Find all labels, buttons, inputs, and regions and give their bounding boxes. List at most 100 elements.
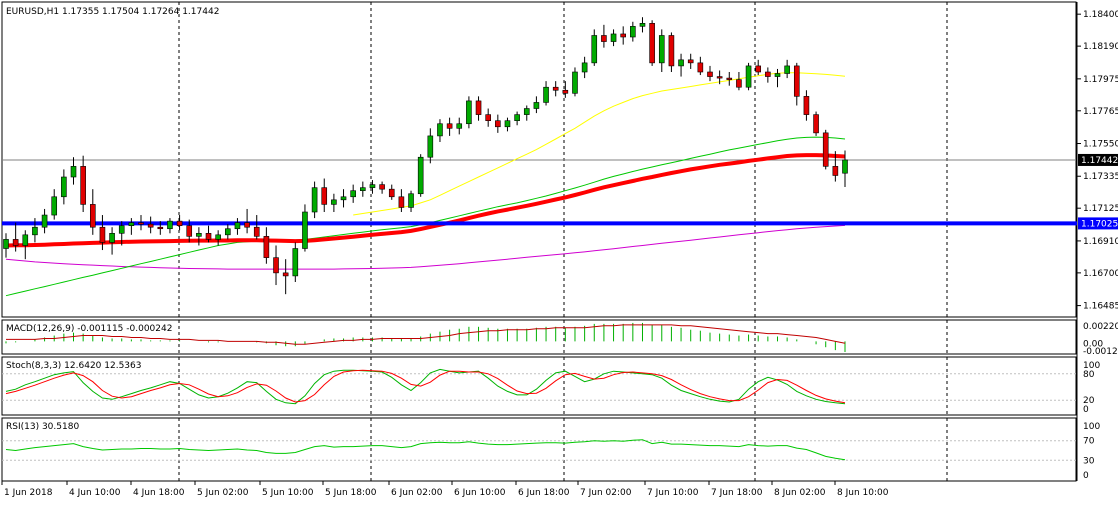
candle-body — [591, 35, 598, 64]
candle — [784, 59, 790, 79]
candle — [350, 184, 356, 203]
candle-body — [225, 228, 231, 236]
time-tick-label: 7 Jun 10:00 — [647, 488, 699, 498]
candle — [360, 181, 366, 197]
time-tick-label: 5 Jun 10:00 — [262, 488, 314, 498]
main-pane-header: EURUSD,H1 1.17355 1.17504 1.17264 1.1744… — [6, 7, 219, 17]
candle-body — [360, 187, 366, 191]
price-tick-label: 1.18190 — [1083, 42, 1118, 52]
candle — [736, 72, 742, 91]
candle — [244, 208, 250, 234]
candle-body — [205, 233, 212, 240]
candle-body — [784, 65, 790, 74]
candle — [427, 128, 434, 164]
candle — [765, 67, 771, 83]
candle-body — [658, 35, 665, 64]
candle — [408, 190, 414, 212]
stoch-tick-label: 100 — [1083, 361, 1100, 371]
time-tick-label: 6 Jun 02:00 — [391, 488, 443, 498]
stoch-tick-label: 20 — [1083, 396, 1095, 406]
candle-body — [80, 166, 86, 205]
candle-body — [601, 35, 607, 42]
candle-body — [147, 223, 154, 228]
candle-body — [273, 257, 279, 274]
candle-body — [32, 226, 38, 236]
candle — [649, 20, 655, 66]
candle-body — [446, 123, 453, 129]
time-tick-label: 1 Jun 2018 — [4, 488, 53, 498]
candle — [41, 208, 48, 234]
stoch-tick-label: 80 — [1083, 370, 1095, 380]
candle-body — [437, 123, 443, 137]
candle — [263, 227, 270, 264]
candle — [716, 70, 723, 85]
candle — [687, 53, 694, 69]
candle — [99, 215, 106, 251]
candle — [167, 218, 173, 234]
candle-body — [832, 166, 839, 176]
candle-body — [89, 204, 96, 228]
candle — [832, 151, 839, 182]
stoch-tick-label: 0 — [1083, 405, 1089, 415]
candle-body — [745, 65, 752, 88]
candle — [89, 189, 96, 235]
time-tick-label: 7 Jun 02:00 — [580, 488, 632, 498]
rsi-line — [5, 439, 846, 461]
candle — [215, 230, 221, 246]
candle — [793, 62, 800, 106]
candle — [128, 218, 135, 235]
candle-body — [186, 225, 193, 237]
pane-frame-macd — [1, 319, 1077, 355]
candle — [302, 204, 308, 252]
candle — [610, 29, 617, 47]
candle — [842, 150, 848, 188]
pane-frame-rsi — [1, 417, 1077, 482]
macd-pane-header: MACD(12,26,9) -0.001115 -0.000242 — [6, 324, 172, 334]
candle-body — [176, 220, 183, 226]
candle-body — [533, 102, 540, 109]
candle-body — [495, 120, 501, 128]
candle — [147, 216, 154, 234]
candle — [22, 230, 29, 260]
time-tick-label: 6 Jun 18:00 — [518, 488, 570, 498]
candle — [533, 96, 540, 114]
time-tick-label: 6 Jun 10:00 — [454, 488, 506, 498]
candle-body — [157, 226, 164, 230]
candle-body — [417, 156, 424, 195]
candle-body — [610, 33, 617, 42]
candle-body — [12, 239, 19, 246]
candle-body — [109, 233, 115, 243]
candle-body — [726, 77, 733, 80]
time-tick-label: 8 Jun 10:00 — [837, 488, 889, 498]
candle-body — [302, 211, 308, 249]
candle-body — [562, 89, 569, 94]
candle — [205, 225, 212, 243]
price-tick-label: 1.16485 — [1083, 302, 1118, 312]
candle-body — [697, 62, 704, 73]
candle — [601, 24, 607, 48]
candle-body — [311, 187, 318, 213]
support-level-label-box — [1078, 217, 1118, 230]
candle — [12, 222, 19, 252]
candle-body — [552, 86, 559, 91]
candle — [234, 218, 241, 235]
price-tick-label: 1.17550 — [1083, 140, 1118, 150]
candle — [61, 169, 67, 205]
candle — [485, 108, 491, 127]
candle — [591, 29, 598, 66]
candle-body — [678, 59, 684, 67]
price-tick-label: 1.16700 — [1083, 269, 1118, 279]
price-tick-label: 1.17335 — [1083, 172, 1118, 182]
candle — [292, 242, 299, 282]
candle-body — [572, 71, 578, 94]
candle — [379, 181, 385, 194]
candle-body — [331, 199, 337, 205]
time-tick-label: 5 Jun 18:00 — [325, 488, 377, 498]
candle — [813, 111, 819, 136]
candle-body — [793, 65, 800, 97]
ma-yellow-line — [353, 72, 846, 216]
candle-body — [842, 159, 848, 174]
candle-body — [774, 73, 781, 77]
